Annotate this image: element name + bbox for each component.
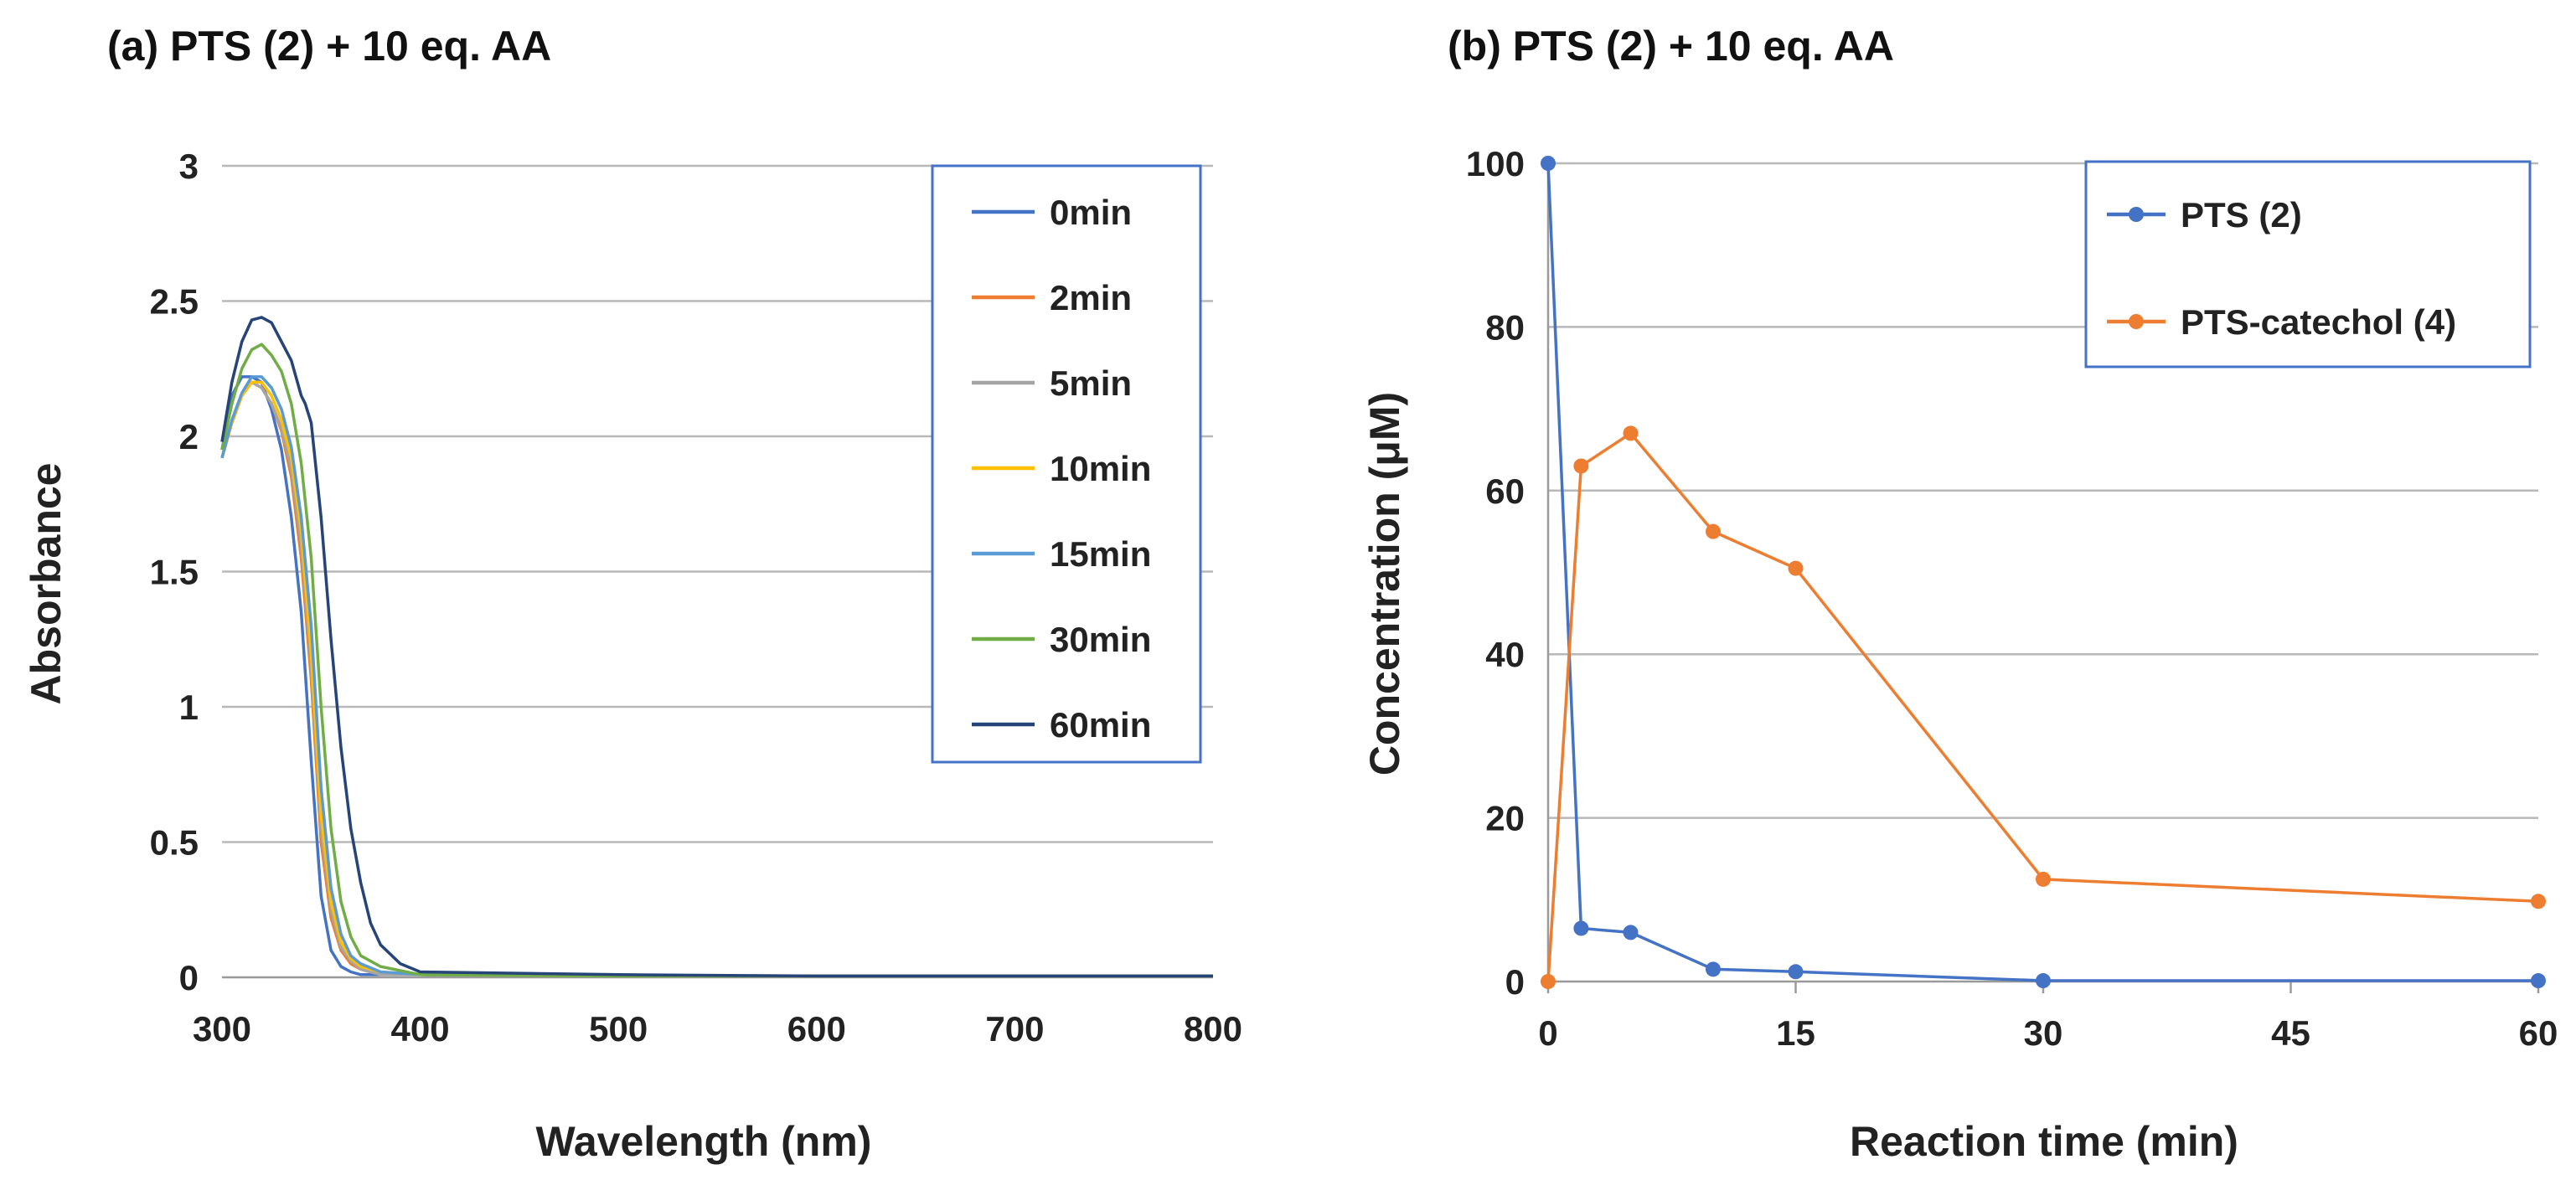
chart-a-gridlines xyxy=(222,164,1213,979)
chart-a-y-axis-label: Absorbance xyxy=(23,463,70,705)
legend-label: 0min xyxy=(1050,193,1132,232)
data-point xyxy=(2531,894,2546,909)
y-tick-label: 20 xyxy=(1485,799,1525,838)
chart-b-x-axis-label: Reaction time (min) xyxy=(1850,1118,2238,1165)
chart-a-x-ticks: 300 400 500 600 700 800 xyxy=(193,1009,1242,1049)
y-tick-label: 1 xyxy=(179,688,199,727)
chart-b-y-axis-label: Concentration (μM) xyxy=(1361,392,1408,776)
chart-a-title: (a) PTS (2) + 10 eq. AA xyxy=(107,23,551,70)
chart-concentration-time: (b) PTS (2) + 10 eq. AA 0 20 40 60 80 100 0 15… xyxy=(1361,23,2558,1165)
data-point xyxy=(1573,920,1589,936)
y-tick-label: 2.5 xyxy=(150,282,199,322)
legend-label: PTS-catechol (4) xyxy=(2181,302,2456,342)
chart-a-legend-box xyxy=(931,164,1202,764)
chart-b-series xyxy=(1541,156,2546,989)
data-point xyxy=(2531,973,2546,989)
y-tick-label: 100 xyxy=(1466,144,1525,183)
chart-b-x-ticks: 0 15 30 45 60 xyxy=(1538,982,2558,1053)
chart-a-y-ticks: 0 0.5 1 1.5 2 2.5 3 xyxy=(150,147,199,997)
data-point xyxy=(1788,964,1804,980)
chart-b-legend: PTS (2) PTS-catechol (4) xyxy=(2084,160,2532,368)
chart-a-legend: 0min 2min 5min 10min 15min 30min 60min xyxy=(931,164,1202,764)
y-tick-label: 3 xyxy=(179,147,199,186)
x-tick-label: 800 xyxy=(1184,1009,1242,1049)
y-tick-label: 0.5 xyxy=(150,823,199,863)
series-line-pts-catechol-4- xyxy=(1546,431,2539,982)
data-point xyxy=(2036,871,2051,887)
chart-a-series xyxy=(220,316,1213,978)
legend-label: 30min xyxy=(1050,620,1151,659)
data-point xyxy=(1541,156,1556,171)
y-tick-label: 40 xyxy=(1485,635,1525,674)
data-point xyxy=(1706,961,1721,977)
chart-a-x-axis-label: Wavelength (nm) xyxy=(536,1118,872,1165)
data-point xyxy=(1706,523,1721,539)
x-tick-label: 600 xyxy=(787,1009,846,1049)
x-tick-label: 45 xyxy=(2271,1013,2310,1053)
x-tick-label: 700 xyxy=(985,1009,1044,1049)
x-tick-label: 300 xyxy=(193,1009,251,1049)
data-point xyxy=(2036,973,2051,989)
y-tick-label: 60 xyxy=(1485,471,1525,511)
series-line-60min xyxy=(220,316,1213,978)
data-point xyxy=(1573,458,1589,474)
series-line-30min xyxy=(220,343,1213,978)
y-tick-label: 2 xyxy=(179,417,199,456)
legend-label: 5min xyxy=(1050,363,1132,403)
legend-label: 60min xyxy=(1050,705,1151,745)
legend-label: 15min xyxy=(1050,534,1151,574)
y-tick-label: 0 xyxy=(1505,962,1525,1002)
chart-b-y-ticks: 0 20 40 60 80 100 xyxy=(1466,144,1525,1002)
x-tick-label: 400 xyxy=(391,1009,450,1049)
chart-absorbance-spectra: (a) PTS (2) + 10 eq. AA 0 0.5 1 1.5 2 2.5 3 30… xyxy=(23,23,1242,1165)
x-tick-label: 15 xyxy=(1776,1013,1815,1053)
x-tick-label: 500 xyxy=(589,1009,648,1049)
x-tick-label: 30 xyxy=(2024,1013,2063,1053)
chart-b-title: (b) PTS (2) + 10 eq. AA xyxy=(1448,23,1894,70)
y-tick-label: 80 xyxy=(1485,307,1525,347)
legend-label: 2min xyxy=(1050,278,1132,317)
legend-label: 10min xyxy=(1050,449,1151,488)
y-tick-label: 1.5 xyxy=(150,553,199,592)
data-point xyxy=(1623,425,1639,441)
x-tick-label: 0 xyxy=(1538,1013,1557,1053)
legend-marker xyxy=(2129,314,2144,329)
x-tick-label: 60 xyxy=(2519,1013,2558,1053)
legend-label: PTS (2) xyxy=(2181,195,2302,234)
y-tick-label: 0 xyxy=(179,958,199,997)
legend-marker xyxy=(2129,207,2144,222)
chart-b-legend-box xyxy=(2084,160,2532,368)
data-point xyxy=(1541,974,1556,989)
data-point xyxy=(1788,560,1804,576)
data-point xyxy=(1623,925,1639,940)
